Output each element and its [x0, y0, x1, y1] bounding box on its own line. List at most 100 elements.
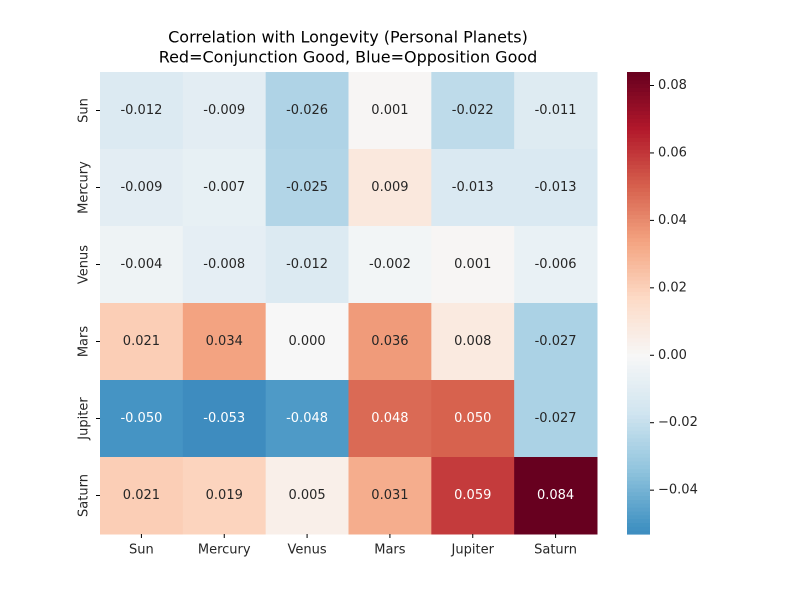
- cell-label: -0.022: [452, 103, 494, 118]
- colorbar-segment: [627, 264, 650, 269]
- colorbar-segment: [627, 241, 650, 246]
- heatmap-cell: [348, 303, 432, 381]
- colorbar-segment: [627, 430, 650, 435]
- cell-label: 0.021: [123, 334, 160, 349]
- colorbar-segment: [627, 310, 650, 316]
- colorbar-segment: [627, 156, 650, 162]
- colorbar-segment: [627, 199, 650, 204]
- colorbar-segment: [627, 426, 650, 431]
- colorbar-segment: [627, 83, 650, 88]
- colorbar-segment: [627, 453, 650, 458]
- colorbar-segment: [627, 383, 650, 389]
- colorbar-segment: [627, 372, 650, 377]
- colorbar-segment: [627, 406, 650, 412]
- heatmap-cell: [100, 226, 184, 304]
- heatmap-cell: [348, 226, 432, 304]
- colorbar-segment: [627, 449, 650, 454]
- heatmap-cell: [348, 72, 432, 150]
- heatmap-cell: [431, 303, 515, 381]
- heatmap-cell: [514, 303, 598, 381]
- cell-label: -0.027: [535, 334, 577, 349]
- colorbar-segment: [627, 149, 650, 154]
- colorbar-tick-label: 0.08: [658, 78, 687, 93]
- colorbar-segment: [627, 91, 650, 96]
- cell-label: 0.000: [288, 334, 325, 349]
- colorbar-segment: [627, 433, 650, 439]
- y-tick-label: Saturn: [77, 474, 92, 517]
- colorbar-segment: [627, 480, 650, 485]
- colorbar-segment: [627, 314, 650, 319]
- colorbar-segment: [627, 349, 650, 354]
- heatmap-cell: [348, 457, 432, 535]
- colorbar-segment: [627, 87, 650, 92]
- heatmap-cell: [182, 380, 267, 458]
- cell-label: -0.012: [120, 103, 162, 118]
- colorbar-segment: [627, 237, 650, 242]
- colorbar-segment: [627, 222, 650, 227]
- colorbar-segment: [627, 445, 650, 450]
- colorbar-segment: [627, 360, 650, 366]
- colorbar-segment: [627, 391, 650, 396]
- colorbar-segment: [627, 318, 650, 323]
- colorbar-segment: [627, 226, 650, 231]
- colorbar-segment: [627, 256, 650, 262]
- colorbar-segment: [627, 175, 650, 181]
- colorbar-segment: [627, 306, 650, 312]
- colorbar-segment: [627, 329, 650, 335]
- chart-subtitle: Red=Conjunction Good, Blue=Opposition Go…: [159, 48, 538, 67]
- colorbar-segment: [627, 179, 650, 185]
- colorbar-segment: [627, 252, 650, 258]
- colorbar-segment: [627, 368, 650, 373]
- colorbar-segment: [627, 303, 650, 308]
- x-tick-label: Venus: [288, 543, 327, 558]
- cell-label: -0.013: [452, 180, 494, 195]
- colorbar-tick-label: −0.04: [658, 483, 698, 498]
- colorbar-segment: [627, 218, 650, 223]
- cell-label: -0.007: [203, 180, 245, 195]
- colorbar-segment: [627, 356, 650, 362]
- colorbar-segment: [627, 114, 650, 119]
- colorbar-segment: [627, 164, 650, 169]
- colorbar-segment: [627, 187, 650, 192]
- colorbar-segment: [627, 530, 650, 535]
- cell-label: 0.009: [371, 180, 408, 195]
- colorbar-segment: [627, 472, 650, 477]
- heatmap-cell: [100, 303, 184, 381]
- cell-label: -0.008: [203, 257, 245, 272]
- colorbar-segment: [627, 72, 650, 77]
- colorbar-segment: [627, 283, 650, 289]
- colorbar-segment: [627, 95, 650, 100]
- colorbar-segment: [627, 510, 650, 516]
- colorbar-segment: [627, 245, 650, 250]
- heatmap-cell: [182, 303, 267, 381]
- colorbar-segment: [627, 326, 650, 331]
- colorbar-segment: [627, 214, 650, 219]
- colorbar-segment: [627, 364, 650, 370]
- colorbar-segment: [627, 118, 650, 123]
- colorbar-segment: [627, 499, 650, 504]
- x-tick-label: Mars: [374, 543, 406, 558]
- heatmap-cell: [514, 72, 598, 150]
- cell-label: -0.013: [535, 180, 577, 195]
- cell-label: 0.059: [454, 488, 491, 503]
- colorbar-segment: [627, 102, 650, 108]
- colorbar-segment: [627, 249, 650, 254]
- heatmap-cell: [514, 457, 598, 535]
- colorbar-segment: [627, 195, 650, 200]
- colorbar-segment: [627, 483, 650, 489]
- colorbar-segment: [627, 260, 650, 266]
- heatmap-cell: [514, 380, 598, 458]
- heatmap-cell: [514, 226, 598, 304]
- colorbar-segment: [627, 337, 650, 343]
- colorbar-segment: [627, 376, 650, 381]
- colorbar-tick-label: 0.06: [658, 145, 687, 160]
- y-tick-label: Mercury: [77, 161, 92, 214]
- x-tick-label: Jupiter: [451, 543, 495, 558]
- colorbar-segment: [627, 522, 650, 527]
- colorbar-segment: [627, 491, 650, 497]
- colorbar-segment: [627, 460, 650, 466]
- heatmap-cell: [265, 457, 349, 535]
- colorbar-segment: [627, 287, 650, 293]
- colorbar-tick-label: 0.02: [658, 280, 687, 295]
- cell-label: -0.026: [286, 103, 328, 118]
